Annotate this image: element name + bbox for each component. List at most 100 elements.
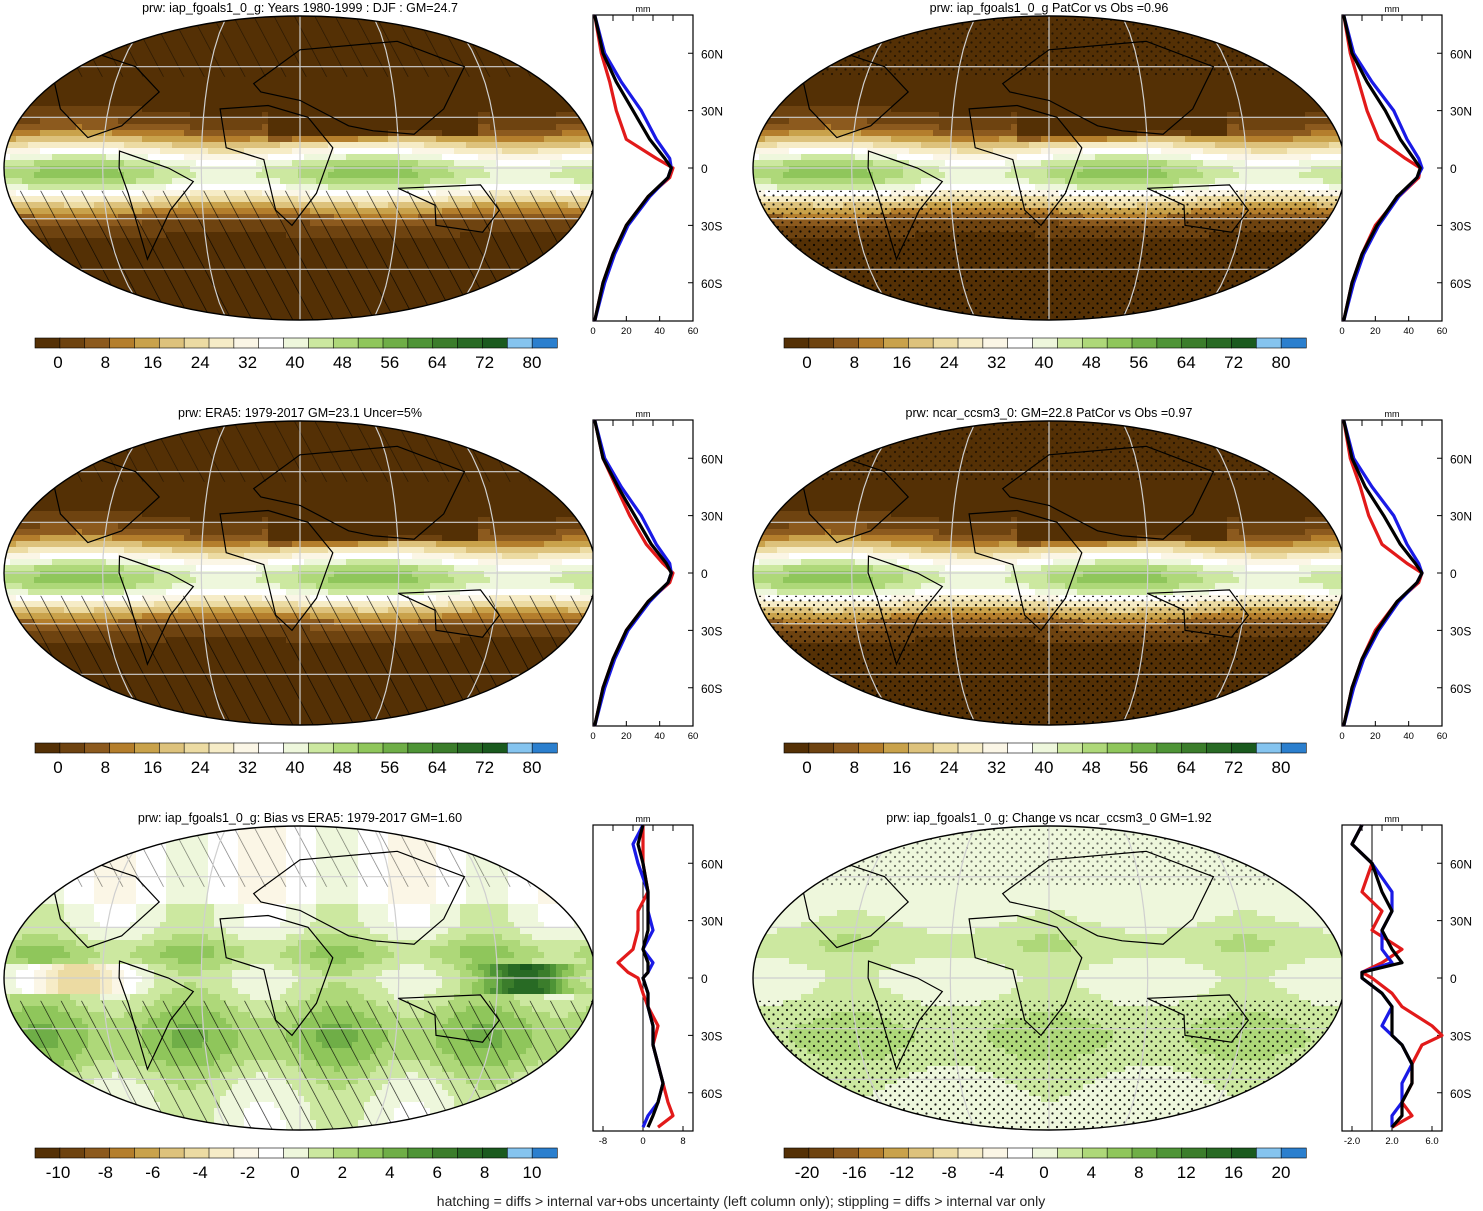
colorbar-box (432, 1147, 459, 1159)
colorbar-tick-label: 64 (1177, 758, 1196, 777)
colorbar-box (531, 337, 558, 349)
colorbar-box (883, 1147, 909, 1159)
colorbar-tick-label: 4 (385, 1163, 394, 1182)
colorbar-box (382, 337, 409, 349)
colorbar-box (1081, 1147, 1108, 1159)
profile-x-label: 0 (590, 731, 595, 742)
profile-line-mean (593, 419, 673, 727)
colorbar-box (183, 1147, 210, 1159)
colorbar-box (34, 1147, 61, 1159)
colorbar: 0 8 16 24 32 40 48 56 64 72 80 (34, 337, 558, 372)
profile-x-label: 0 (1339, 326, 1344, 337)
profile-lat-label: 60S (1450, 277, 1471, 291)
profile-line-mean (1350, 824, 1414, 1129)
colorbar-box (1280, 742, 1307, 754)
colorbar-box (1131, 1147, 1158, 1159)
profile-lat-label: 60N (701, 857, 723, 871)
colorbar-box (457, 1147, 484, 1159)
colorbar-tick-label: 56 (380, 353, 399, 372)
colorbar-box (1206, 742, 1233, 754)
colorbar-box (332, 337, 359, 349)
colorbar-box (134, 1147, 160, 1159)
colorbar-box (382, 1147, 409, 1159)
chart-panel-2: prw: iap_fgoals1_0_g PatCor vs Obs =0.96… (752, 1, 1472, 372)
colorbar-tick-label: -8 (942, 1163, 957, 1182)
colorbar-tick-label: 72 (475, 758, 494, 777)
colorbar-box (332, 1147, 359, 1159)
chart-panel-4: prw: ncar_ccsm3_0: GM=22.8 PatCor vs Obs… (752, 406, 1472, 777)
profile-lat-label: 0 (701, 972, 708, 986)
colorbar-tick-label: 64 (428, 353, 447, 372)
colorbar-box (59, 1147, 86, 1159)
colorbar-tick-label: -4 (989, 1163, 1004, 1182)
graticule (753, 421, 1345, 725)
colorbar-box (1206, 1147, 1233, 1159)
colorbar-box (506, 742, 533, 754)
map-field (753, 421, 1345, 725)
colorbar-tick-label: 40 (1035, 353, 1054, 372)
colorbar-box (982, 1147, 1009, 1159)
colorbar-box (783, 742, 810, 754)
colorbar-box (883, 337, 909, 349)
profile-lat-label: 60S (701, 1087, 722, 1101)
profile-frame (1341, 824, 1443, 1132)
colorbar-box (1231, 337, 1257, 349)
colorbar-tick-label: 56 (1129, 758, 1148, 777)
colorbar-tick-label: -10 (46, 1163, 71, 1182)
colorbar-tick-label: 80 (1272, 353, 1291, 372)
colorbar-box (982, 337, 1009, 349)
colorbar-tick-label: 2 (338, 1163, 347, 1182)
colorbar-box (258, 742, 285, 754)
colorbar-box (907, 1147, 934, 1159)
colorbar: 0 8 16 24 32 40 48 56 64 72 80 (783, 337, 1307, 372)
zonal-profile: mm 60N 30N 0 30S 60S 0 20 40 60 (1339, 4, 1472, 337)
colorbar-box (883, 742, 909, 754)
colorbar-box (1206, 337, 1233, 349)
profile-unit: mm (636, 4, 651, 14)
profile-x-label: 20 (621, 326, 632, 337)
panel-title: prw: iap_fgoals1_0_g: Years 1980-1999 : … (142, 1, 458, 15)
colorbar-tick-label: 32 (238, 353, 257, 372)
profile-x-label: -8 (599, 1136, 607, 1147)
colorbar-box (531, 1147, 558, 1159)
profile-x-label: 0 (590, 326, 595, 337)
footer-note: hatching = diffs > internal var+obs unce… (437, 1193, 1045, 1209)
colorbar-tick-label: 10 (523, 1163, 542, 1182)
profile-x-label: 60 (688, 731, 699, 742)
colorbar-box (833, 742, 860, 754)
colorbar-box (407, 742, 434, 754)
colorbar-tick-label: 16 (1224, 1163, 1243, 1182)
colorbar-box (1181, 337, 1208, 349)
colorbar-tick-label: 20 (1272, 1163, 1291, 1182)
profile-lat-label: 0 (1450, 162, 1457, 176)
profile-line-mean (1342, 14, 1422, 322)
profile-lat-label: 60S (1450, 682, 1471, 696)
colorbar-tick-label: 72 (1224, 353, 1243, 372)
profile-lat-label: 30N (701, 105, 723, 119)
colorbar-tick-label: 4 (1087, 1163, 1096, 1182)
colorbar-tick-label: 8 (1134, 1163, 1143, 1182)
colorbar-box (858, 742, 885, 754)
colorbar-box (808, 337, 835, 349)
colorbar-box (506, 337, 533, 349)
colorbar-tick-label: -20 (795, 1163, 820, 1182)
colorbar-tick-label: 40 (286, 758, 305, 777)
colorbar-tick-label: -8 (98, 1163, 113, 1182)
colorbar: 0 8 16 24 32 40 48 56 64 72 80 (34, 742, 558, 777)
panel-title: prw: ERA5: 1979-2017 GM=23.1 Uncer=5% (178, 406, 422, 420)
colorbar-box (1106, 1147, 1133, 1159)
panel-title: prw: iap_fgoals1_0_g: Bias vs ERA5: 1979… (138, 811, 462, 825)
profile-lat-label: 60N (1450, 452, 1472, 466)
colorbar-box (109, 1147, 136, 1159)
colorbar-box (808, 1147, 835, 1159)
map-field (753, 826, 1345, 1130)
colorbar-tick-label: -16 (842, 1163, 867, 1182)
colorbar-box (531, 742, 558, 754)
graticule (4, 16, 596, 320)
profile-x-label: 20 (1370, 326, 1381, 337)
colorbar-tick-label: 16 (143, 353, 162, 372)
map-field (4, 826, 596, 1130)
colorbar-tick-label: 48 (1082, 353, 1101, 372)
profile-lat-label: 60N (701, 47, 723, 61)
colorbar-box (1081, 742, 1108, 754)
